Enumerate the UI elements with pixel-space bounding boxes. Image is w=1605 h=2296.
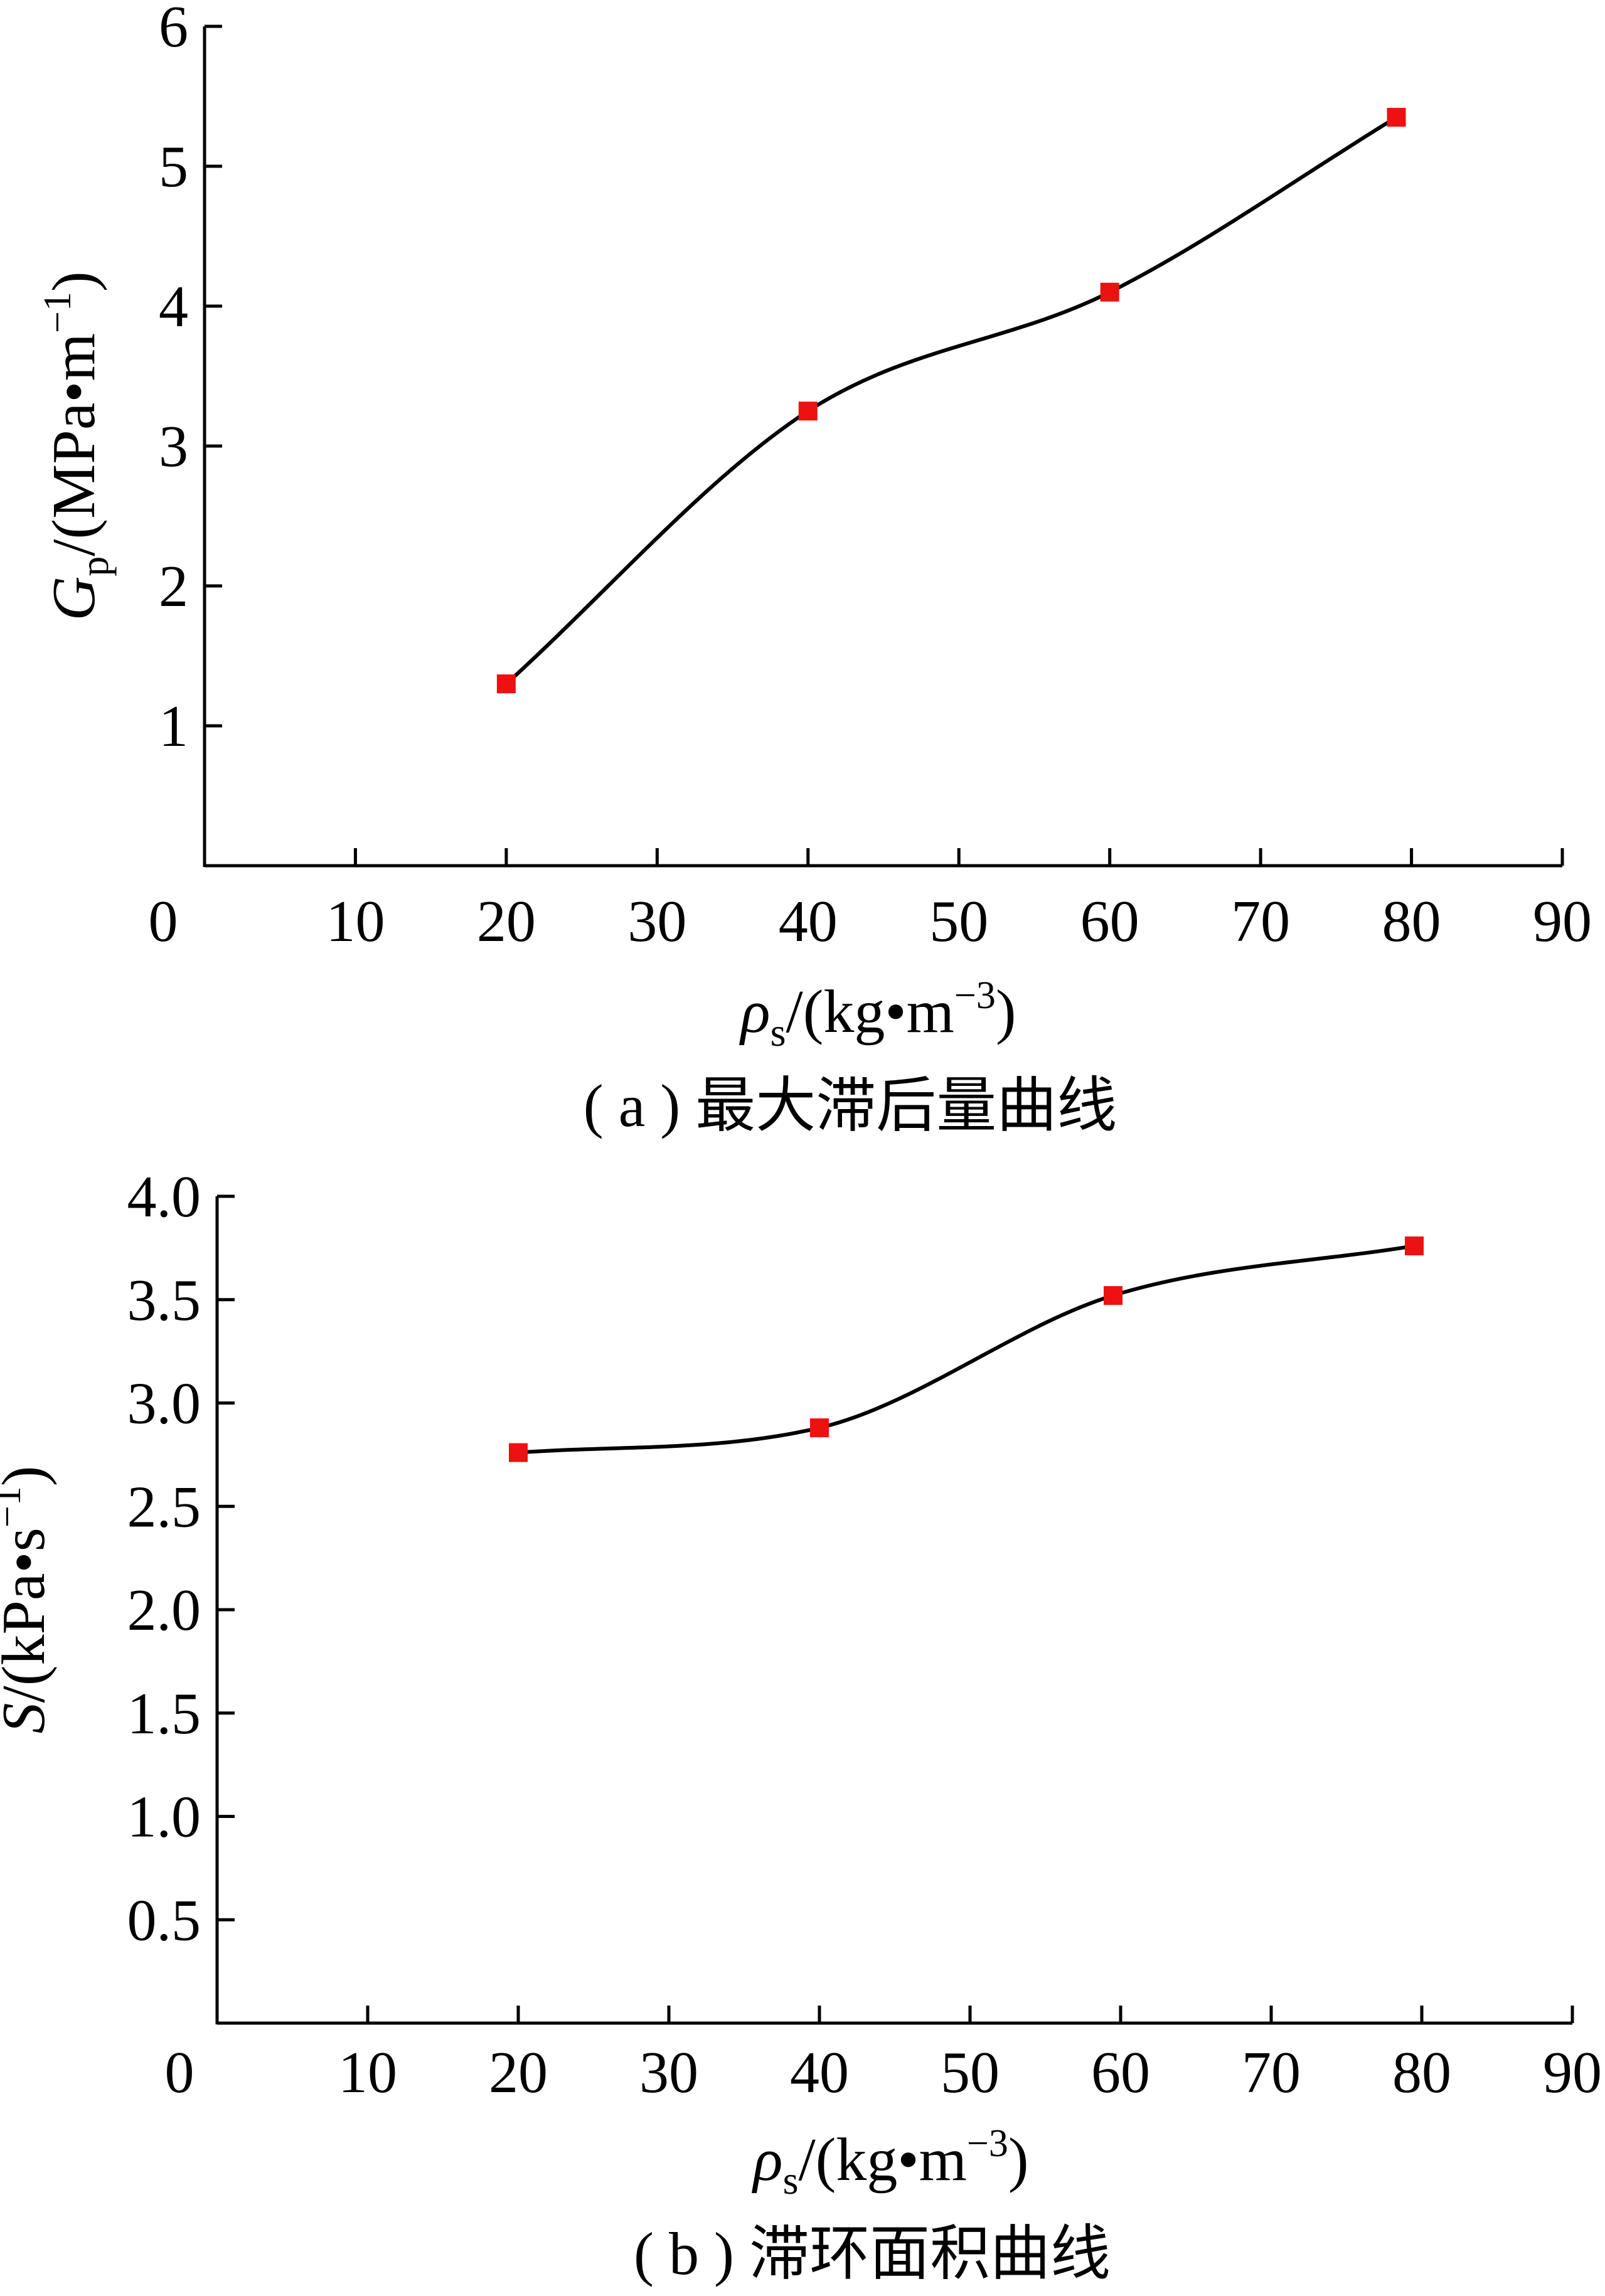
x-axis-title: ρs/(kg•m−3) <box>739 974 1016 1055</box>
origin-label: 0 <box>149 889 178 954</box>
axis-exponent: −3 <box>967 2122 1008 2165</box>
x-tick-label: 80 <box>1382 889 1441 954</box>
chart-a: 10 20 30 40 50 60 70 80 901234560ρs/(kg•m−3)Gp/(… <box>36 0 1592 1139</box>
y-tick-label: 3 <box>159 414 188 479</box>
axis-close-paren: ) <box>996 978 1016 1046</box>
x-tick-label: 70 <box>1231 889 1290 954</box>
axis-close-paren: ) <box>0 1466 58 1487</box>
origin-label: 0 <box>165 2040 195 2105</box>
axis-exponent: −3 <box>954 974 996 1017</box>
y-tick-label: 2.5 <box>127 1474 201 1539</box>
x-tick-label: 20 <box>477 889 536 954</box>
y-tick-label: 3.5 <box>127 1268 201 1333</box>
y-tick-label: 3.0 <box>127 1371 201 1437</box>
y-axis-title: S/(kPa•s−1) <box>0 1466 58 1734</box>
x-tick-label: 10 <box>326 889 385 954</box>
x-tick-label: 20 <box>489 2040 548 2105</box>
x-tick-label: 50 <box>929 889 988 954</box>
x-tick-label: 90 <box>1533 889 1592 954</box>
axis-symbol: ρ <box>739 978 771 1046</box>
x-tick-label: 10 <box>338 2040 397 2105</box>
axis-symbol: G <box>40 577 108 621</box>
axis-symbol: ρ <box>752 2126 783 2194</box>
axis-close-paren: ) <box>40 272 108 292</box>
y-tick-label: 4.0 <box>127 1164 201 1230</box>
data-point-marker <box>1405 1236 1424 1256</box>
axis-unit: /(kg•m <box>798 2126 966 2194</box>
data-point-marker <box>810 1418 829 1438</box>
y-tick-label: 4 <box>159 274 188 339</box>
axis-exponent: −1 <box>36 292 79 333</box>
x-tick-label: 50 <box>941 2040 1000 2105</box>
axis-unit: /(kPa•s <box>0 1528 58 1703</box>
series-line <box>504 115 1399 686</box>
x-tick-label: 60 <box>1080 889 1139 954</box>
y-tick-label: 5 <box>159 134 188 199</box>
x-tick-label: 90 <box>1543 2040 1602 2105</box>
axis-symbol: S <box>0 1703 58 1733</box>
axis-unit: /(kg•m <box>786 978 954 1046</box>
y-tick-label: 2 <box>159 554 188 619</box>
axis-subscript: s <box>771 1010 786 1055</box>
data-point-marker <box>509 1443 528 1462</box>
data-point-marker <box>798 401 818 421</box>
x-tick-label: 80 <box>1392 2040 1451 2105</box>
data-point-marker <box>496 674 516 694</box>
y-tick-label: 1.5 <box>127 1681 201 1746</box>
axis-unit: /(MPa•m <box>40 333 108 556</box>
axis-exponent: −1 <box>0 1486 29 1528</box>
chart-caption: ( b ) 滞环面积曲线 <box>634 2220 1111 2287</box>
axis-subscript: s <box>783 2158 799 2203</box>
chart-b: 10 20 30 40 50 60 70 80 90 0.5 1.0 1.5 2.0 2.5 3.0 3.5 4… <box>0 1164 1602 2287</box>
data-point-marker <box>1100 282 1119 302</box>
axis-close-paren: ) <box>1008 2126 1029 2194</box>
y-tick-label: 1 <box>159 694 188 759</box>
x-tick-label: 40 <box>790 2040 849 2105</box>
x-tick-label: 60 <box>1091 2040 1150 2105</box>
y-tick-label: 2.0 <box>127 1578 201 1643</box>
y-tick-label: 0.5 <box>127 1888 201 1953</box>
y-tick-label: 6 <box>159 0 188 60</box>
x-tick-label: 40 <box>779 889 838 954</box>
data-point-marker <box>1104 1286 1122 1305</box>
y-axis-title: Gp/(MPa•m−1) <box>36 272 117 621</box>
data-point-marker <box>1387 107 1406 127</box>
series-line <box>516 1244 1416 1455</box>
chart-caption: ( a ) 最大滞后量曲线 <box>584 1072 1117 1139</box>
x-tick-label: 30 <box>627 889 686 954</box>
x-tick-label: 30 <box>639 2040 698 2105</box>
x-tick-label: 70 <box>1242 2040 1301 2105</box>
x-axis-title: ρs/(kg•m−3) <box>752 2122 1029 2203</box>
axis-subscript: p <box>72 556 117 577</box>
y-tick-label: 1.0 <box>127 1785 201 1850</box>
